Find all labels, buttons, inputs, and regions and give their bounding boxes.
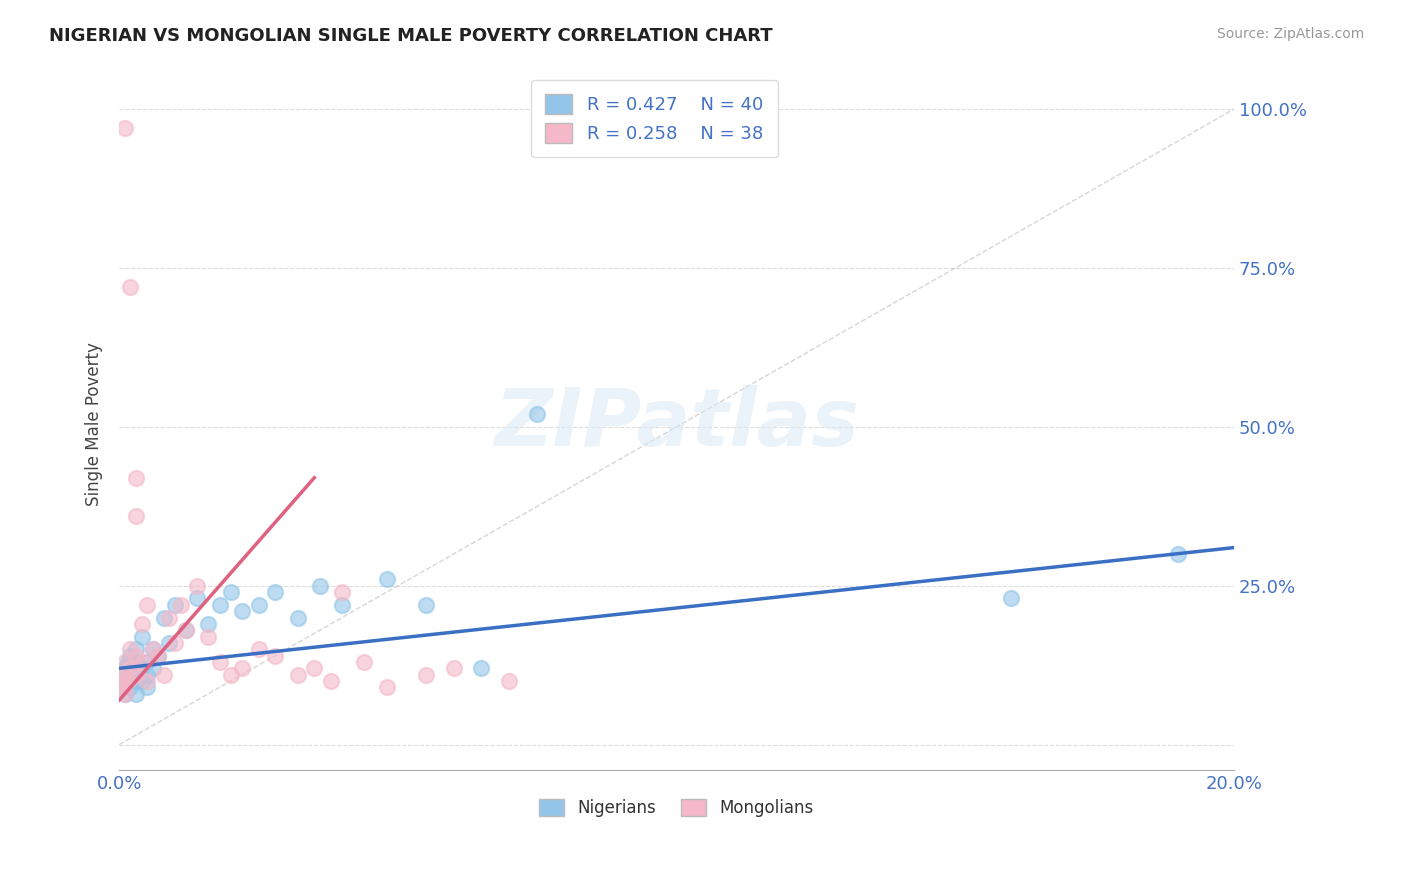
Point [136,667,159,681]
Point [142,661,165,675]
Point [111,674,134,689]
Point [159,610,181,624]
Point [319,674,342,689]
Point [163,636,186,650]
Point [287,667,309,681]
Point [498,674,520,689]
Point [142,642,165,657]
Point [247,642,270,657]
Point [131,674,153,689]
Point [264,585,287,599]
Point [136,681,159,695]
Point [136,598,159,612]
Point [353,655,375,669]
Point [114,661,136,675]
Point [470,661,492,675]
Point [120,661,142,675]
Point [159,636,181,650]
Point [330,598,353,612]
Point [110,674,132,689]
Point [153,667,176,681]
Point [148,648,170,663]
Point [131,661,153,675]
Point [131,630,153,644]
Point [219,585,242,599]
Point [169,598,191,612]
Point [219,667,242,681]
Point [1000,591,1022,606]
Text: NIGERIAN VS MONGOLIAN SINGLE MALE POVERTY CORRELATION CHART: NIGERIAN VS MONGOLIAN SINGLE MALE POVERT… [49,27,773,45]
Point [136,674,159,689]
Point [375,681,398,695]
Point [148,648,170,663]
Point [125,648,148,663]
Point [208,598,231,612]
Point [186,579,208,593]
Point [117,674,139,689]
Point [247,598,270,612]
Point [197,630,219,644]
Point [142,642,165,657]
Point [415,667,437,681]
Point [131,616,153,631]
Point [120,642,142,657]
Point [114,687,136,701]
Point [114,121,136,136]
Point [111,681,134,695]
Point [186,591,208,606]
Point [153,610,176,624]
Point [120,648,142,663]
Point [120,681,142,695]
Point [287,610,309,624]
Point [330,585,353,599]
Point [125,674,148,689]
Point [231,604,253,618]
Point [125,655,148,669]
Point [136,655,159,669]
Point [125,687,148,701]
Point [197,616,219,631]
Point [415,598,437,612]
Point [120,280,142,294]
Point [114,687,136,701]
Point [174,624,197,638]
Point [131,655,153,669]
Point [117,655,139,669]
Point [174,624,197,638]
Point [309,579,332,593]
Point [1167,547,1189,561]
Point [443,661,465,675]
Y-axis label: Single Male Poverty: Single Male Poverty [86,342,103,506]
Text: ZIPatlas: ZIPatlas [494,384,859,463]
Point [125,471,148,485]
Point [120,667,142,681]
Point [208,655,231,669]
Legend: Nigerians, Mongolians: Nigerians, Mongolians [533,792,821,824]
Point [526,407,548,421]
Point [114,667,136,681]
Point [264,648,287,663]
Point [125,667,148,681]
Point [125,508,148,523]
Point [231,661,253,675]
Text: Source: ZipAtlas.com: Source: ZipAtlas.com [1216,27,1364,41]
Point [375,573,398,587]
Point [125,642,148,657]
Point [304,661,326,675]
Point [114,655,136,669]
Point [163,598,186,612]
